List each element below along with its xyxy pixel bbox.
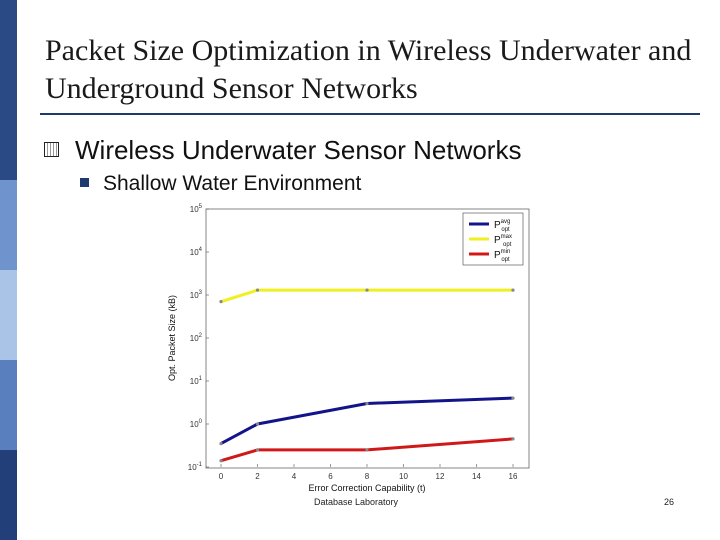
sidebar-decoration <box>0 0 17 540</box>
data-point <box>255 288 260 292</box>
y-tick-label: 100 <box>190 419 203 429</box>
data-point <box>255 448 260 452</box>
x-tick-label: 2 <box>255 472 260 481</box>
data-point <box>511 437 515 441</box>
axis-ticks: 0 2 4 6 8 10 12 14 16 10-1 100 101 102 103 104 105 <box>188 204 518 481</box>
x-tick-label: 16 <box>509 472 518 481</box>
x-tick-label: 0 <box>219 472 224 481</box>
series-line <box>220 288 513 304</box>
sidebar-segment <box>0 360 17 450</box>
bullet-level-1: Wireless Underwater Sensor Networks <box>44 135 521 166</box>
x-tick-label: 6 <box>328 472 333 481</box>
slide-title: Packet Size Optimization in Wireless Und… <box>45 34 692 105</box>
bullet-level-2: Shallow Water Environment <box>80 172 361 196</box>
x-tick-label: 14 <box>472 472 481 481</box>
data-point <box>511 288 515 292</box>
sidebar-segment <box>0 270 17 360</box>
data-point <box>219 459 223 463</box>
bullet-level-2-text: Shallow Water Environment <box>103 172 362 195</box>
title-rule <box>40 113 700 115</box>
sidebar-segment <box>0 450 17 540</box>
square-bullet-icon <box>44 142 59 157</box>
y-tick-label: 105 <box>190 204 203 214</box>
data-point <box>365 448 369 452</box>
x-tick-label: 10 <box>399 472 408 481</box>
data-point <box>365 288 369 292</box>
y-tick-label: 102 <box>190 333 203 343</box>
data-point <box>219 300 223 304</box>
data-point <box>511 396 515 400</box>
y-tick-label: 103 <box>190 290 203 300</box>
series-line <box>220 437 514 463</box>
page-number: 26 <box>664 497 675 507</box>
x-tick-label: 12 <box>436 472 445 481</box>
filled-square-bullet-icon <box>80 178 89 187</box>
x-tick-label: 4 <box>292 472 297 481</box>
x-axis-label: Error Correction Capability (t) <box>308 483 425 493</box>
y-tick-label: 104 <box>190 247 203 257</box>
data-point <box>365 401 369 406</box>
sidebar-segment <box>0 0 17 180</box>
y-axis-label: Opt. Packet Size (kB) <box>167 295 177 381</box>
data-point <box>255 422 260 426</box>
series-lines <box>219 288 515 463</box>
x-tick-label: 8 <box>365 472 370 481</box>
bullet-level-1-text: Wireless Underwater Sensor Networks <box>75 135 522 165</box>
y-tick-label: 101 <box>190 376 203 386</box>
data-point <box>219 442 223 446</box>
series-line <box>220 396 514 445</box>
footer-text: Database Laboratory <box>314 497 399 507</box>
y-tick-label: 10-1 <box>188 462 203 472</box>
sidebar-segment <box>0 180 17 270</box>
